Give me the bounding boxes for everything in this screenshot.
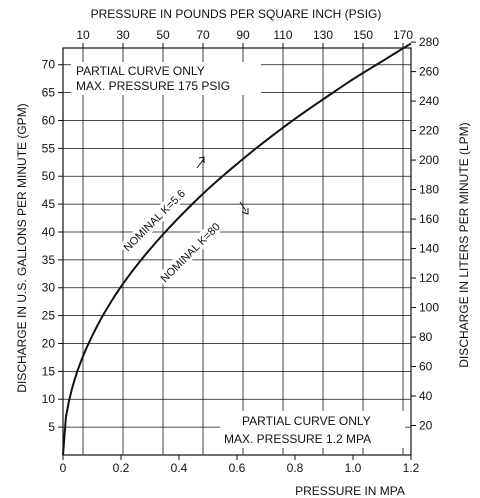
top-note-line2: MAX. PRESSURE 175 PSIG: [76, 79, 230, 93]
top-tick-label: 170: [393, 28, 413, 42]
left-tick-label: 70: [42, 58, 56, 72]
right-axis-title: DISCHARGE IN LITERS PER MINUTE (LPM): [457, 122, 471, 367]
top-tick-label: 10: [76, 28, 90, 42]
left-tick-label: 15: [42, 364, 56, 378]
left-tick-label: 50: [42, 169, 56, 183]
top-note-line1: PARTIAL CURVE ONLY: [76, 64, 205, 78]
left-tick-label: 40: [42, 225, 56, 239]
bottom-tick-label: 0.2: [113, 461, 130, 475]
left-tick-label: 20: [42, 336, 56, 350]
left-tick-label: 55: [42, 141, 56, 155]
grid-lines: [63, 48, 411, 455]
bottom-tick-label: 0.4: [171, 461, 188, 475]
left-tick-label: 60: [42, 113, 56, 127]
top-note-box: [71, 62, 261, 95]
left-tick-label: 5: [48, 420, 55, 434]
left-tick-label: 35: [42, 253, 56, 267]
left-axis-title: DISCHARGE IN U.S. GALLONS PER MINUTE (GP…: [15, 103, 29, 392]
arrow-up-right-icon: [196, 156, 205, 169]
bottom-tick-label: 0: [60, 461, 67, 475]
bottom-note-line2: MAX. PRESSURE 1.2 MPA: [224, 432, 371, 446]
top-tick-label: 110: [273, 28, 292, 42]
top-tick-label: 70: [196, 28, 210, 42]
tick-marks: [58, 41, 416, 460]
right-tick-label: 160: [419, 212, 439, 226]
bottom-tick-label: 0.8: [287, 461, 304, 475]
bottom-tick-label: 0.6: [229, 461, 246, 475]
right-tick-label: 220: [419, 124, 439, 138]
label-k80-bg: [155, 212, 230, 287]
right-tick-label: 60: [419, 360, 433, 374]
left-tick-label: 65: [42, 86, 56, 100]
arrow-down-right-icon: [239, 201, 249, 215]
top-tick-label: 30: [116, 28, 130, 42]
bottom-tick-label: 1.2: [403, 461, 420, 475]
top-tick-label: 50: [156, 28, 170, 42]
right-tick-label: 120: [419, 271, 439, 285]
left-tick-label: 25: [42, 309, 56, 323]
bottom-note-box: [220, 411, 405, 448]
top-tick-label: 130: [313, 28, 333, 42]
bottom-axis-title: PRESSURE IN MPA: [295, 484, 405, 498]
right-tick-label: 200: [419, 153, 439, 167]
right-tick-label: 180: [419, 183, 439, 197]
flow-curve: [62, 42, 412, 456]
plot-frame: [62, 47, 412, 456]
curve-layer: [62, 42, 412, 456]
top-tick-label: 150: [353, 28, 373, 42]
left-tick-label: 45: [42, 197, 56, 211]
right-tick-label: 260: [419, 65, 439, 79]
top-axis-title: PRESSURE IN POUNDS PER SQUARE INCH (PSIG…: [91, 7, 382, 21]
bottom-tick-label: 1.0: [345, 461, 362, 475]
right-tick-label: 100: [419, 301, 439, 315]
right-tick-label: 280: [419, 35, 439, 49]
left-tick-label: 10: [42, 392, 56, 406]
right-tick-label: 80: [419, 330, 433, 344]
tick-labels: 0 0.2 0.4 0.6 0.8 1.0 1.2 10 30 50 70 90 110 130 150 17…: [42, 28, 440, 475]
top-tick-label: 90: [236, 28, 250, 42]
right-tick-label: 240: [419, 94, 439, 108]
bottom-note-line1: PARTIAL CURVE ONLY: [242, 414, 371, 428]
right-tick-label: 20: [419, 419, 433, 433]
label-k56-bg: [118, 180, 194, 256]
right-tick-label: 140: [419, 242, 439, 256]
left-tick-label: 30: [42, 281, 56, 295]
right-tick-label: 40: [419, 389, 433, 403]
note-boxes: [71, 62, 405, 448]
